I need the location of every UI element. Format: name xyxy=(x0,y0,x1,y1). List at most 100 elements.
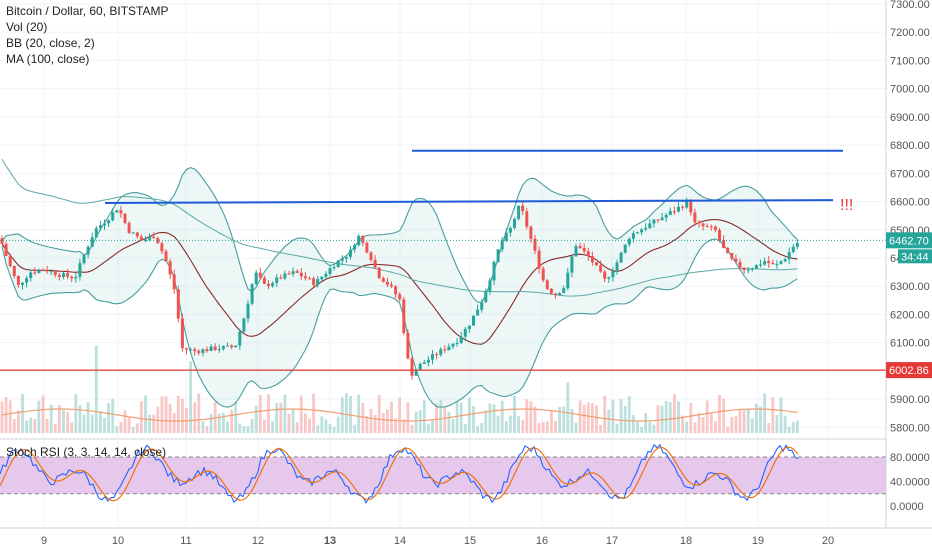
candle-body xyxy=(271,283,275,287)
volume-bar xyxy=(189,361,192,433)
volume-bar xyxy=(377,395,381,433)
candle-body xyxy=(168,261,172,275)
volume-bar xyxy=(562,406,566,433)
volume-bar xyxy=(0,401,4,433)
candle-body xyxy=(472,315,475,326)
volume-bar xyxy=(529,401,533,433)
volume-bar xyxy=(328,423,332,433)
candle-body xyxy=(340,258,344,261)
volume-bar xyxy=(152,414,156,433)
volume-bar xyxy=(607,409,611,433)
candle-body xyxy=(357,235,361,246)
candle-body xyxy=(590,256,594,263)
candle-body xyxy=(414,369,418,376)
volume-bar xyxy=(345,393,348,433)
volume-bar xyxy=(611,399,615,433)
volume-bar xyxy=(459,402,463,433)
candle-body xyxy=(570,256,574,273)
volume-bar xyxy=(648,422,652,433)
volume-bar xyxy=(263,419,266,433)
volume-bar xyxy=(455,401,459,433)
price-tick-label: 5800.00 xyxy=(890,422,930,434)
price-tick-label: 5900.00 xyxy=(890,394,930,406)
price-tick-label: 6700.00 xyxy=(890,168,930,180)
volume-bar xyxy=(197,393,201,433)
volume-bar xyxy=(627,396,631,433)
candle-body xyxy=(221,346,225,350)
volume-bar xyxy=(591,403,594,433)
candle-body xyxy=(640,229,644,233)
candle-body xyxy=(496,249,500,262)
volume-bar xyxy=(283,394,287,433)
volume-bar xyxy=(697,412,701,433)
volume-bar xyxy=(406,402,410,433)
candle-body xyxy=(381,278,385,282)
legend-vol[interactable]: Vol (20) xyxy=(6,20,48,34)
candle-body xyxy=(148,236,152,240)
candle-body xyxy=(283,273,287,279)
volume-bar xyxy=(238,423,242,433)
volume-bar xyxy=(431,419,434,433)
drawn-lines[interactable] xyxy=(0,149,886,371)
candle-body xyxy=(574,246,578,257)
volume-bar xyxy=(78,405,82,433)
candle-body xyxy=(390,284,393,287)
volume-bar xyxy=(33,419,37,433)
candle-body xyxy=(234,345,238,348)
volume-bar xyxy=(435,403,438,433)
candle-body xyxy=(549,288,553,294)
candle-body xyxy=(45,270,49,272)
time-tick-label: 9 xyxy=(41,535,47,547)
volume-bar xyxy=(738,410,742,433)
candle-body xyxy=(517,205,521,219)
legend-symbol[interactable]: Bitcoin / Dollar, 60, BITSTAMP xyxy=(6,4,169,18)
candle-body xyxy=(783,259,787,262)
candle-body xyxy=(164,251,168,262)
candle-body xyxy=(668,211,672,215)
volume-bar xyxy=(74,394,78,433)
candle-body xyxy=(189,349,193,351)
candle-body xyxy=(431,354,434,360)
time-tick-label: 11 xyxy=(180,535,191,547)
volume-bar xyxy=(127,416,131,433)
legend-ma[interactable]: MA (100, close) xyxy=(6,52,90,66)
countdown-value: 34:44 xyxy=(901,251,929,263)
volume-bar xyxy=(25,420,28,433)
candle-body xyxy=(144,239,147,241)
candle-body xyxy=(8,255,12,266)
volume-bar xyxy=(796,420,799,433)
volume-bar xyxy=(86,401,90,433)
candle-body xyxy=(660,217,664,221)
candle-body xyxy=(418,363,422,370)
candle-body xyxy=(217,349,221,351)
volume-bar xyxy=(119,422,123,433)
legend-bb[interactable]: BB (20, close, 2) xyxy=(6,36,95,50)
support-price-tag xyxy=(886,362,932,379)
legend-stoch[interactable]: Stoch RSI (3, 3, 14, 14, close) xyxy=(6,445,167,459)
candlesticks xyxy=(0,197,799,380)
volume-bar xyxy=(537,423,541,433)
volume-bar xyxy=(759,406,762,433)
volume-bar xyxy=(279,402,283,433)
time-axis[interactable]: 9 10 11 12 13 14 15 16 17 18 19 20 xyxy=(0,527,932,547)
volume-bar xyxy=(574,422,578,433)
candle-body xyxy=(754,265,758,269)
price-tick-label: 6800.00 xyxy=(890,140,930,152)
candle-body xyxy=(230,345,234,348)
volume-bar xyxy=(578,400,582,433)
volume-bar xyxy=(45,418,49,433)
candle-body xyxy=(74,276,78,279)
volume-bar xyxy=(545,421,549,433)
candle-body xyxy=(176,289,180,319)
candle-body xyxy=(562,288,566,293)
price-axis[interactable]: 7300.00 7200.00 7100.00 7000.00 6900.00 6800.… xyxy=(885,0,932,550)
candle-body xyxy=(705,226,709,228)
volume-bar xyxy=(361,402,365,433)
volume-ma-line xyxy=(1,408,798,422)
volume-bar xyxy=(131,426,135,433)
candle-body xyxy=(328,268,332,274)
volume-bar xyxy=(685,421,689,433)
volume-bar xyxy=(787,426,791,433)
volume-bar xyxy=(439,400,443,433)
